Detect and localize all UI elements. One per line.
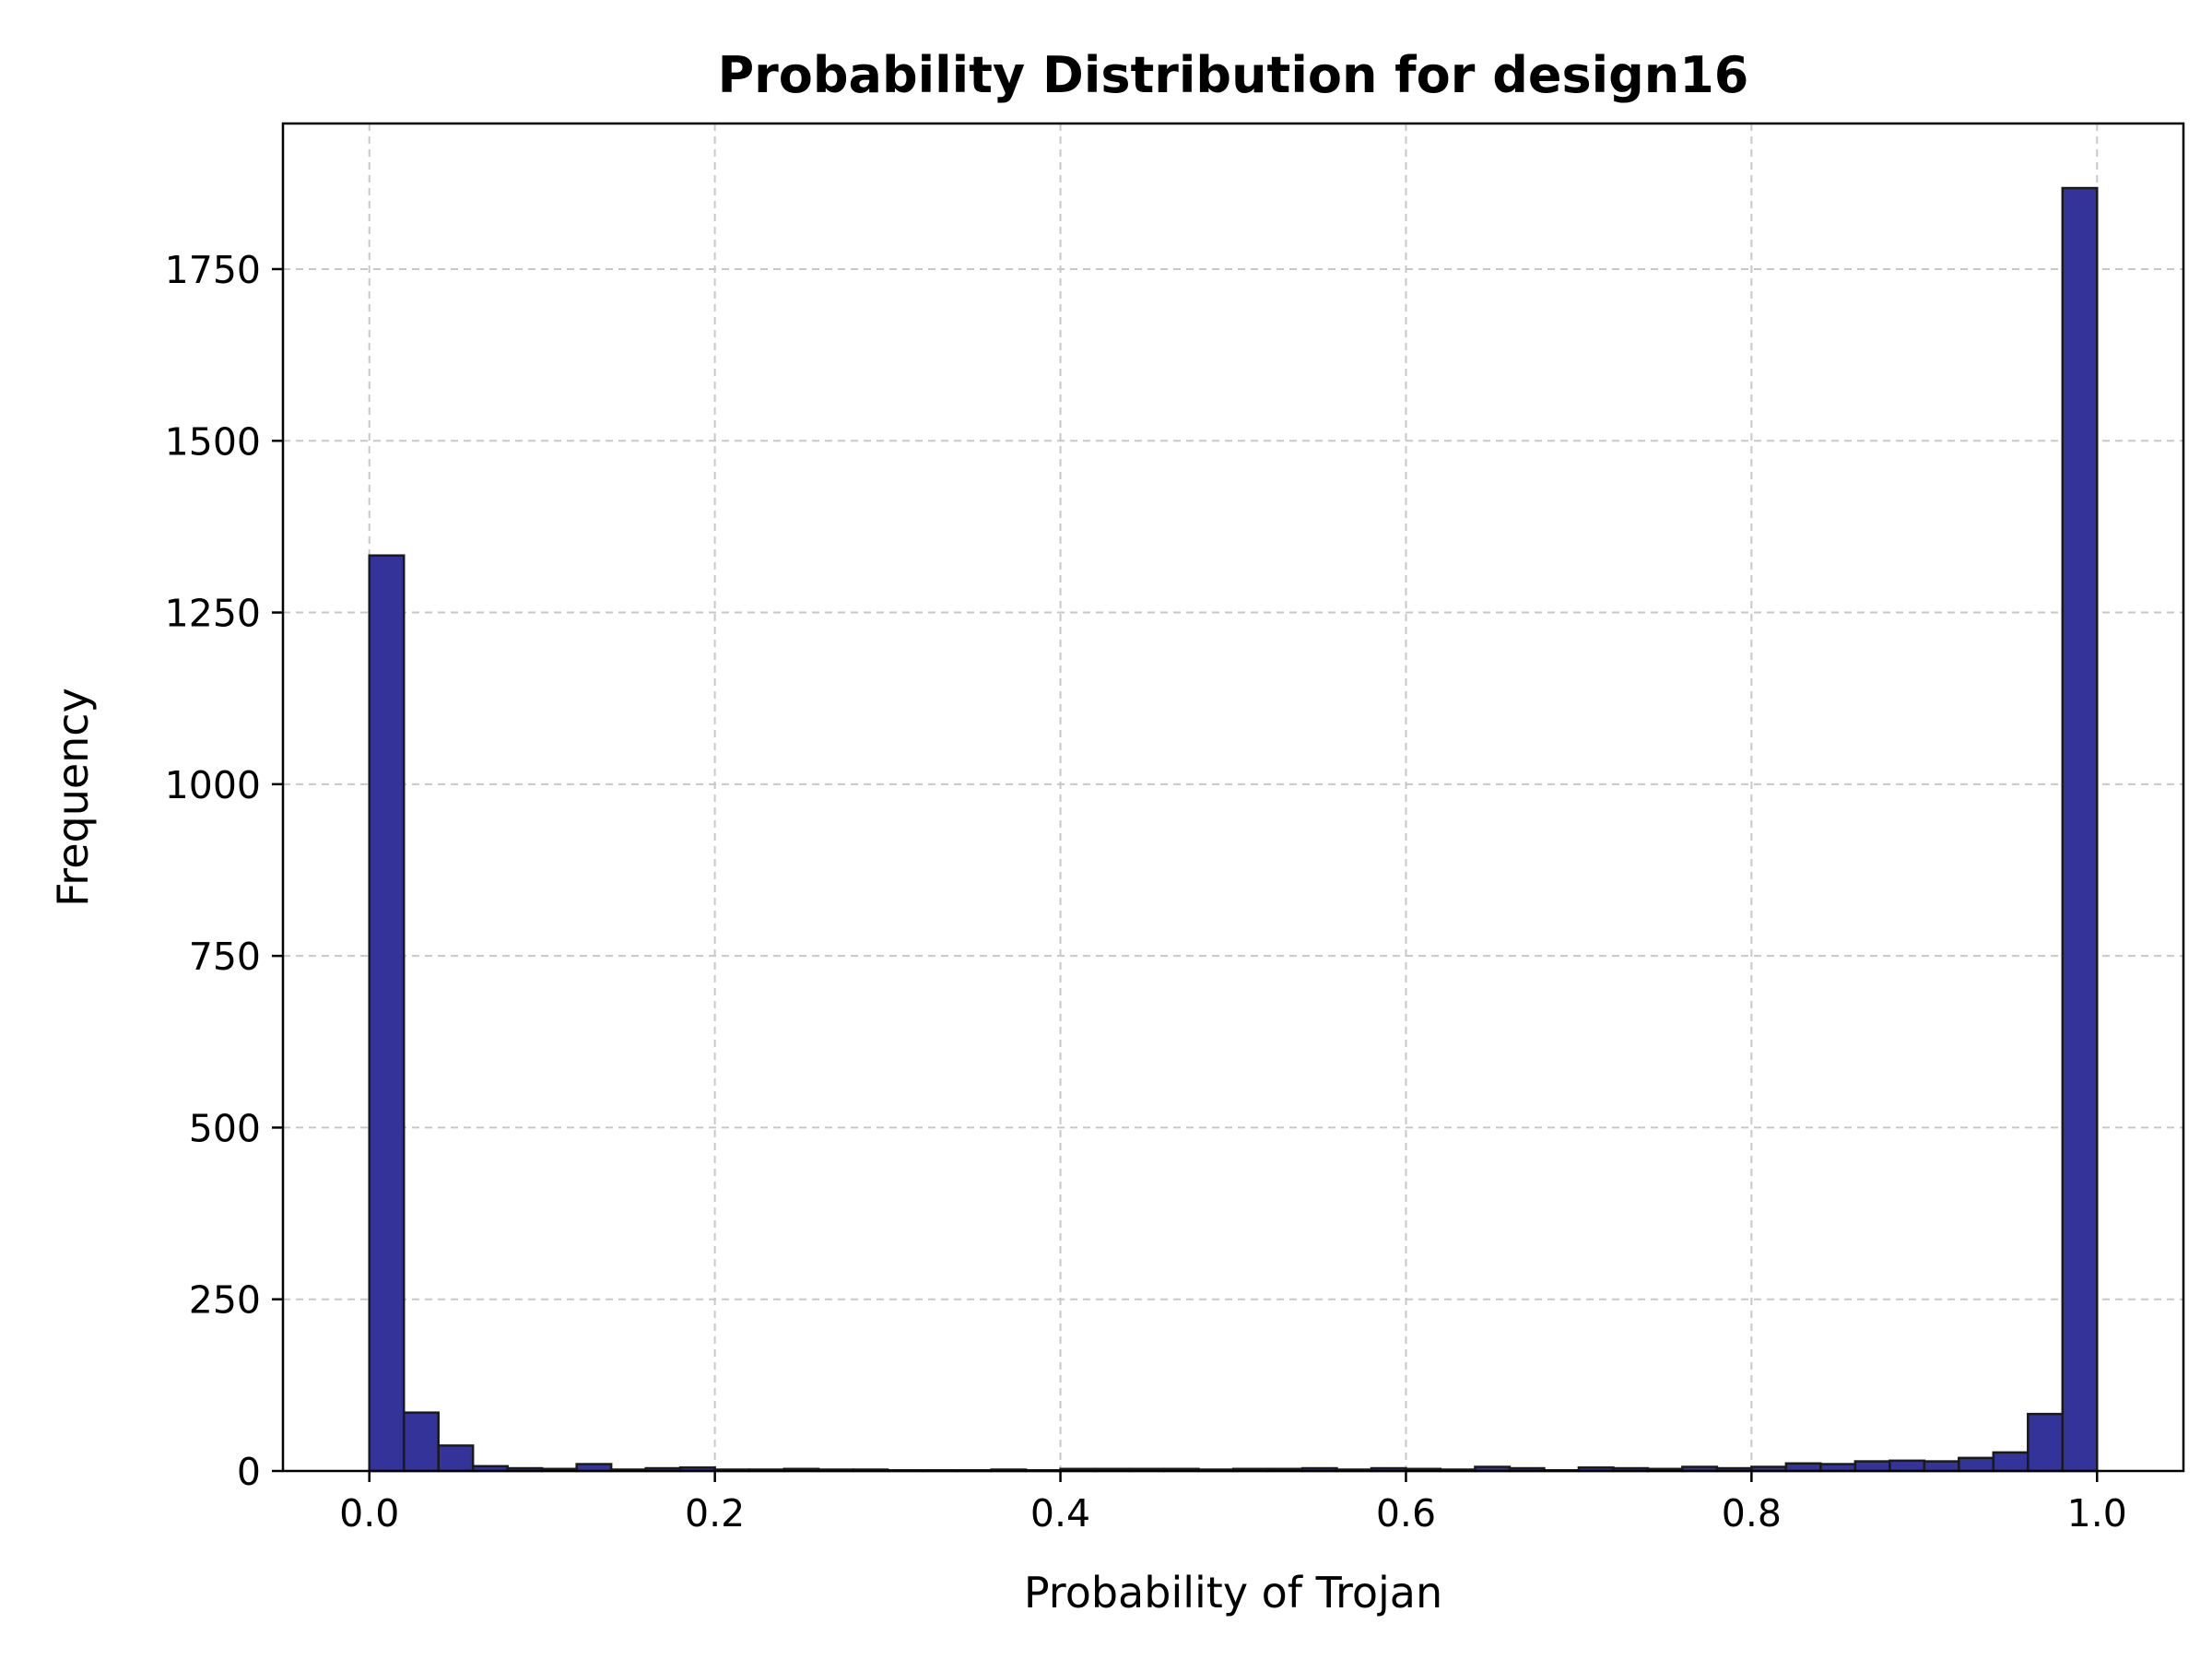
histogram-bar — [437, 1444, 475, 1473]
y-tick-label: 0 — [237, 1450, 261, 1494]
y-tick-label: 500 — [189, 1106, 261, 1150]
y-axis-label: Frequency — [48, 688, 98, 907]
y-tick-label: 1500 — [165, 419, 261, 464]
x-tick-label: 0.8 — [1722, 1491, 1782, 1535]
x-axis-ticks: 0.0 0.2 0.4 0.6 0.8 1.0 — [339, 1471, 2127, 1535]
histogram-bar — [1958, 1456, 1995, 1473]
histogram-bar — [1888, 1459, 1926, 1473]
histogram-bar — [402, 1411, 440, 1473]
y-tick-label: 250 — [189, 1278, 261, 1323]
grid-lines — [283, 124, 2183, 1472]
y-tick-label: 750 — [189, 935, 261, 979]
x-axis-label: Probability of Trojan — [1024, 1568, 1442, 1618]
histogram-bar — [368, 554, 406, 1473]
y-tick-label: 1250 — [165, 592, 261, 636]
x-tick-label: 0.6 — [1376, 1491, 1436, 1535]
x-tick-label: 1.0 — [2067, 1491, 2127, 1535]
x-tick-label: 0.0 — [339, 1491, 399, 1535]
x-tick-label: 0.4 — [1030, 1491, 1090, 1535]
histogram-bar — [1992, 1451, 2030, 1473]
histogram-bar — [2061, 186, 2099, 1473]
histogram-bar — [1923, 1460, 1960, 1473]
histogram-bar — [2027, 1412, 2065, 1473]
chart-title: Probability Distribution for design16 — [718, 46, 1749, 104]
y-tick-label: 1000 — [165, 763, 261, 807]
histogram-bars — [368, 186, 2099, 1473]
x-tick-label: 0.2 — [685, 1491, 745, 1535]
y-axis-ticks: 0 250 500 750 1000 1250 1500 1750 — [165, 248, 283, 1494]
y-tick-label: 1750 — [165, 248, 261, 292]
plot-frame — [281, 122, 2185, 1473]
histogram-bar — [1853, 1460, 1891, 1473]
